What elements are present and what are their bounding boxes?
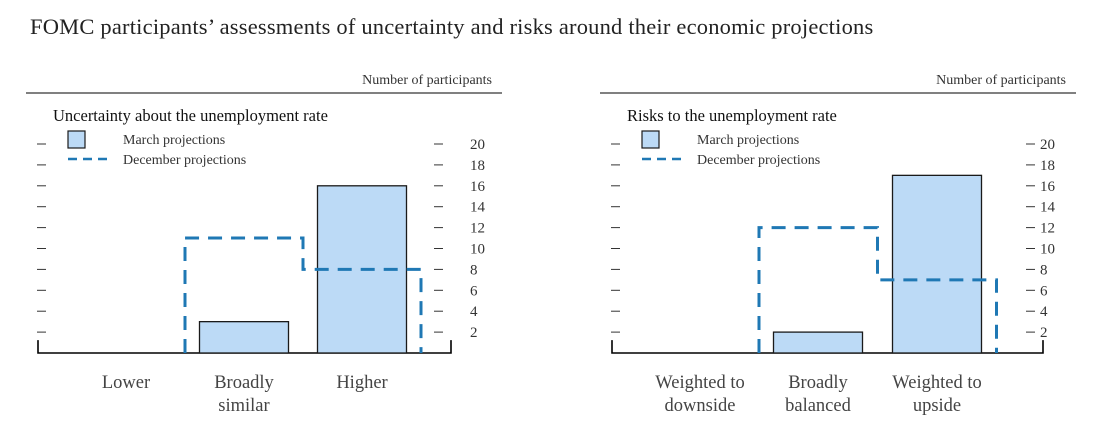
dashed-step-december	[183, 236, 423, 353]
category-label: Higher	[336, 373, 387, 393]
tick-label: 2	[1040, 325, 1048, 341]
tick-label: 14	[470, 200, 486, 216]
category-label: balanced	[785, 396, 851, 416]
panel-uncertainty: Number of participants Uncertainty about …	[26, 73, 502, 416]
category-label: downside	[665, 396, 736, 416]
legend-label-december: December projections	[697, 153, 820, 168]
legend-swatch-march	[67, 130, 86, 149]
tick-label: 6	[1040, 283, 1048, 299]
panel-risks: Number of participants Risks to the unemp…	[600, 73, 1076, 416]
tick-label: 4	[470, 304, 478, 320]
category-label: Weighted to	[892, 373, 981, 393]
panel-title: Risks to the unemployment rate	[627, 106, 837, 125]
bar-march	[891, 174, 983, 354]
legend-label-march: March projections	[123, 133, 225, 148]
tick-label: 18	[470, 158, 485, 174]
tick-label: 8	[470, 262, 478, 278]
tick-label: 12	[470, 221, 485, 237]
tick-label: 16	[1040, 179, 1056, 195]
category-label: similar	[218, 396, 269, 416]
category-label: Weighted to	[655, 373, 744, 393]
tick-label: 2	[470, 325, 478, 341]
category-label: upside	[913, 396, 961, 416]
tick-label: 8	[1040, 262, 1048, 278]
tick-label: 4	[1040, 304, 1048, 320]
bar-march	[772, 331, 864, 354]
panel-title: Uncertainty about the unemployment rate	[53, 106, 328, 125]
units-label: Number of participants	[362, 73, 492, 88]
tick-label: 20	[470, 137, 485, 153]
tick-label: 12	[1040, 221, 1055, 237]
category-label: Broadly	[214, 373, 274, 393]
tick-label: 10	[470, 242, 485, 258]
bar-march	[198, 320, 290, 354]
tick-label: 20	[1040, 137, 1055, 153]
legend-swatch-march	[641, 130, 660, 149]
units-label: Number of participants	[936, 73, 1066, 88]
tick-label: 14	[1040, 200, 1056, 216]
tick-label: 10	[1040, 242, 1055, 258]
legend-label-december: December projections	[123, 153, 246, 168]
tick-label: 16	[470, 179, 486, 195]
tick-label: 6	[470, 283, 478, 299]
legend-label-march: March projections	[697, 133, 799, 148]
figure-title: FOMC participants’ assessments of uncert…	[30, 14, 874, 39]
dashed-step-december	[757, 226, 998, 353]
category-label: Broadly	[788, 373, 848, 393]
category-label: Lower	[102, 373, 150, 393]
tick-label: 18	[1040, 158, 1055, 174]
